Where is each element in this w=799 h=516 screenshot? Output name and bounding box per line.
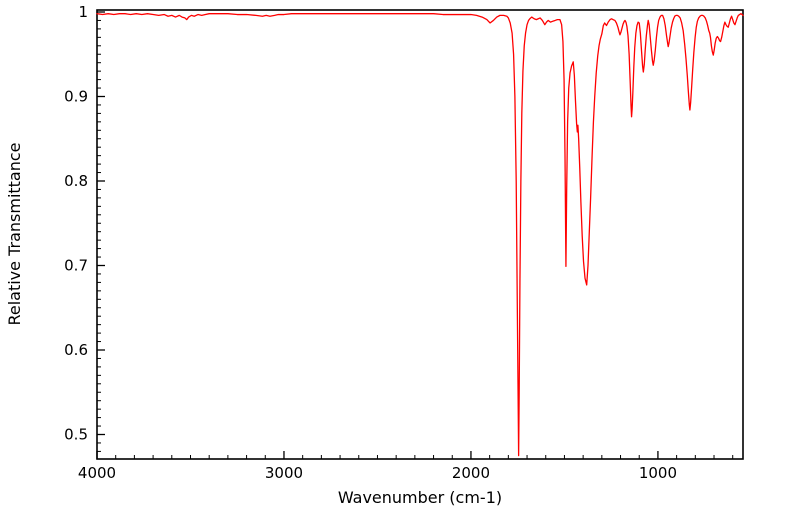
x-axis-major-ticks xyxy=(96,451,659,459)
y-tick-label: 0.8 xyxy=(64,172,88,190)
y-axis-minor-ticks xyxy=(97,19,101,452)
y-tick-label: 0.5 xyxy=(64,426,88,444)
x-axis-title: Wavenumber (cm-1) xyxy=(338,488,502,507)
plot-frame xyxy=(96,9,744,460)
y-tick-label: 0.7 xyxy=(64,257,88,275)
x-tick-label: 1000 xyxy=(639,464,677,482)
y-tick-label: 1 xyxy=(78,3,88,21)
y-axis-title: Relative Transmittance xyxy=(5,142,24,325)
y-axis-major-ticks xyxy=(97,11,105,436)
x-axis-tick-labels: 4000 3000 2000 1000 xyxy=(78,464,677,482)
y-axis-tick-labels: 1 0.9 0.8 0.7 0.6 0.5 xyxy=(64,3,88,444)
x-tick-label: 3000 xyxy=(265,464,303,482)
y-tick-label: 0.9 xyxy=(64,88,88,106)
x-axis-minor-ticks xyxy=(115,455,734,459)
x-tick-label: 2000 xyxy=(452,464,490,482)
x-tick-label: 4000 xyxy=(78,464,116,482)
spectrum-line xyxy=(96,13,744,457)
y-tick-label: 0.6 xyxy=(64,341,88,359)
